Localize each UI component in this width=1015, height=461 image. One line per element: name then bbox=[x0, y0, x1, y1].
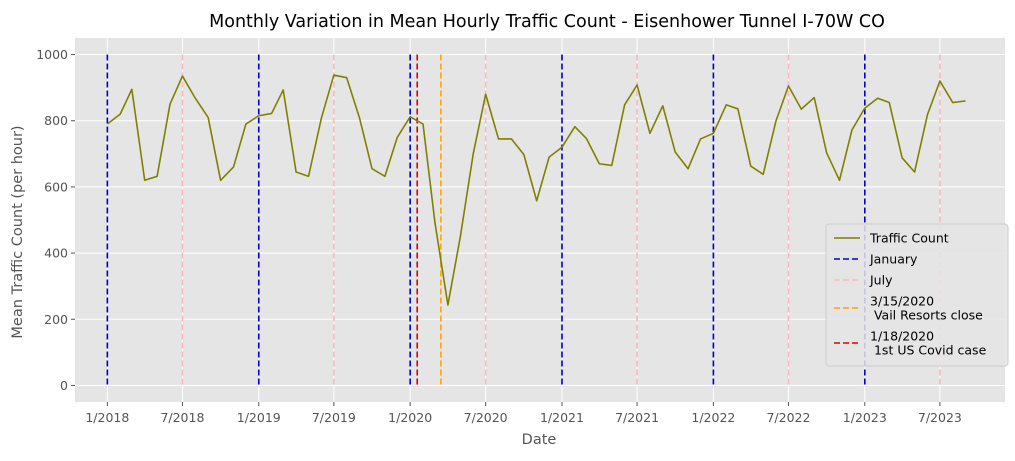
x-tick-label: 1/2020 bbox=[388, 410, 432, 425]
y-tick-label: 400 bbox=[44, 246, 68, 261]
y-axis-label: Mean Traffic Count (per hour) bbox=[10, 125, 26, 338]
legend-label: 1/18/2020 1st US Covid case bbox=[870, 329, 987, 358]
x-tick-label: 7/2020 bbox=[464, 410, 508, 425]
legend-label: Traffic Count bbox=[869, 231, 949, 246]
series-layer bbox=[106, 74, 966, 306]
x-tick-label: 1/2019 bbox=[237, 410, 281, 425]
x-tick-label: 7/2018 bbox=[160, 410, 204, 425]
x-axis-ticks: 1/2018 7/2018 1/2019 7/2019 1/2020 7/2020 1/20… bbox=[85, 402, 962, 425]
legend: Traffic Count January July 3/15/2020 Vail R… bbox=[825, 223, 1009, 367]
y-tick-label: 600 bbox=[44, 179, 68, 194]
x-tick-label: 1/2018 bbox=[85, 410, 129, 425]
x-tick-label: 7/2021 bbox=[615, 410, 659, 425]
x-tick-label: 1/2022 bbox=[691, 410, 735, 425]
chart-title: Monthly Variation in Mean Hourly Traffic… bbox=[209, 12, 885, 32]
x-tick-label: 7/2022 bbox=[766, 410, 810, 425]
x-axis-label: Date bbox=[522, 432, 557, 448]
series-line-traffic-count bbox=[106, 74, 966, 306]
y-axis-ticks: 0 200 400 600 800 1000 bbox=[36, 47, 75, 393]
legend-label: July bbox=[869, 273, 893, 288]
legend-label: January bbox=[869, 252, 918, 267]
reference-lines bbox=[106, 54, 941, 386]
legend-label: 3/15/2020 Vail Resorts close bbox=[870, 294, 983, 323]
x-tick-label: 1/2021 bbox=[540, 410, 584, 425]
y-tick-label: 0 bbox=[60, 378, 68, 393]
x-tick-label: 1/2023 bbox=[843, 410, 887, 425]
x-tick-label: 7/2019 bbox=[312, 410, 356, 425]
x-tick-label: 7/2023 bbox=[918, 410, 962, 425]
y-tick-label: 1000 bbox=[36, 47, 68, 62]
y-tick-label: 800 bbox=[44, 113, 68, 128]
y-tick-label: 200 bbox=[44, 312, 68, 327]
legend-box bbox=[825, 223, 1009, 367]
